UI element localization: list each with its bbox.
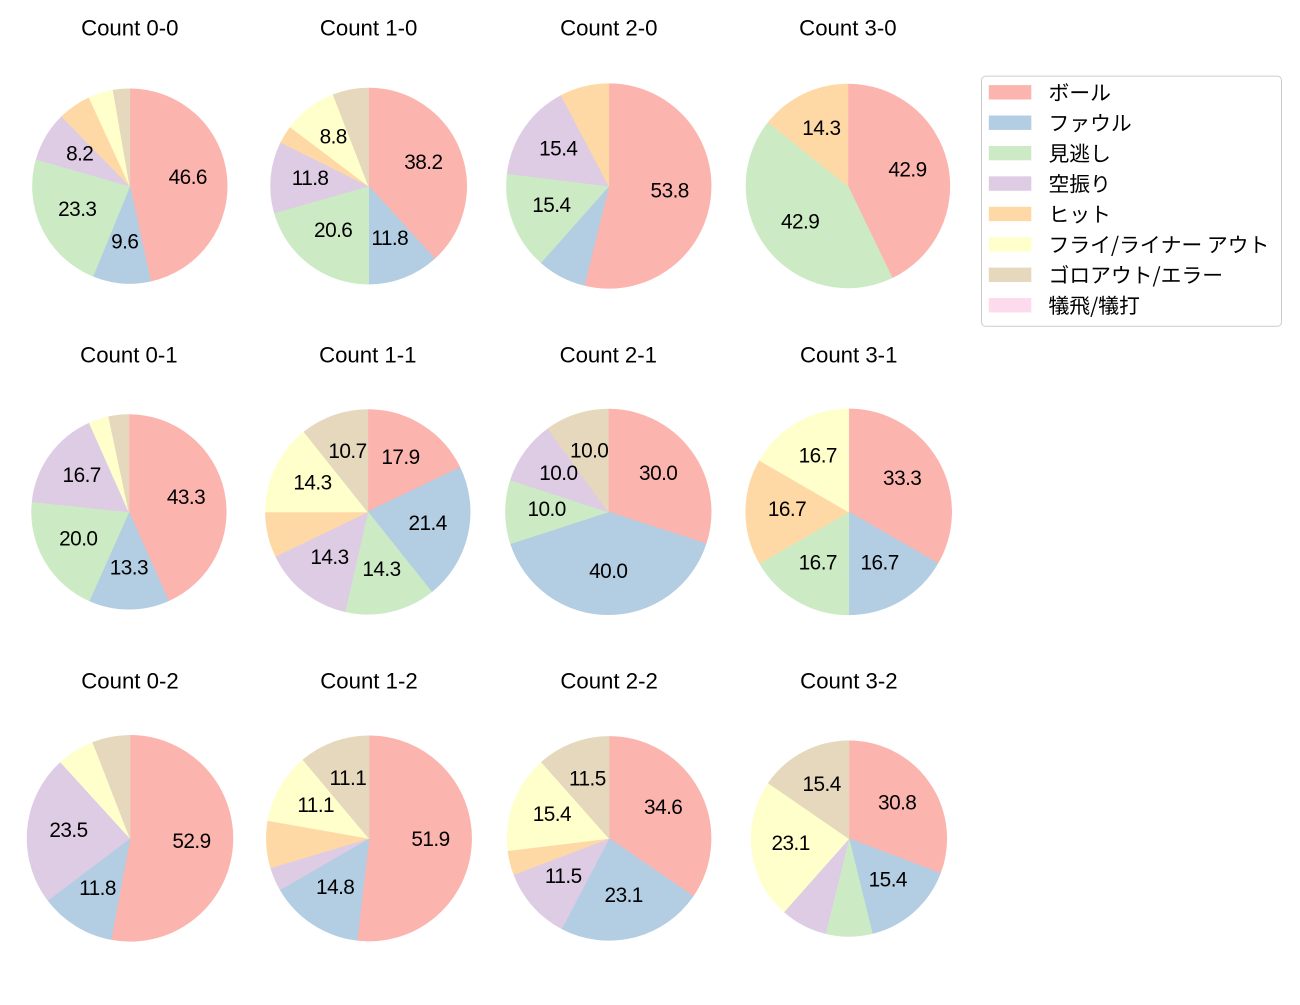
svg-text:23.5: 23.5	[49, 819, 87, 842]
svg-text:23.1: 23.1	[605, 884, 643, 907]
svg-text:14.8: 14.8	[316, 876, 354, 899]
svg-text:Count 0-0: Count 0-0	[81, 16, 178, 41]
svg-text:13.3: 13.3	[110, 557, 148, 580]
svg-text:Count 2-0: Count 2-0	[560, 16, 657, 41]
svg-text:30.0: 30.0	[639, 462, 677, 485]
svg-text:10.7: 10.7	[328, 440, 366, 463]
svg-text:33.3: 33.3	[883, 467, 921, 490]
svg-text:34.6: 34.6	[644, 796, 682, 819]
svg-text:Count 2-2: Count 2-2	[560, 669, 657, 694]
svg-text:20.0: 20.0	[59, 527, 97, 550]
svg-text:38.2: 38.2	[404, 151, 442, 174]
svg-text:23.1: 23.1	[771, 832, 809, 855]
svg-text:15.4: 15.4	[869, 869, 907, 892]
svg-text:11.8: 11.8	[371, 227, 408, 250]
svg-text:40.0: 40.0	[589, 560, 627, 583]
svg-text:43.3: 43.3	[167, 486, 205, 509]
svg-text:16.7: 16.7	[768, 498, 806, 521]
svg-text:Count 0-1: Count 0-1	[80, 342, 177, 367]
svg-text:11.8: 11.8	[292, 167, 329, 190]
svg-text:23.3: 23.3	[58, 198, 96, 221]
svg-text:42.9: 42.9	[888, 159, 926, 182]
svg-text:Count 1-1: Count 1-1	[319, 342, 416, 367]
svg-text:9.6: 9.6	[111, 231, 138, 254]
svg-text:14.3: 14.3	[293, 472, 331, 495]
svg-text:21.4: 21.4	[408, 512, 446, 535]
svg-text:14.3: 14.3	[310, 546, 348, 569]
svg-text:8.2: 8.2	[66, 142, 93, 165]
svg-text:11.5: 11.5	[545, 865, 582, 888]
svg-text:20.6: 20.6	[314, 219, 352, 242]
svg-text:30.8: 30.8	[878, 792, 916, 815]
svg-text:46.6: 46.6	[169, 166, 207, 189]
svg-text:42.9: 42.9	[781, 210, 819, 233]
svg-text:Count 1-0: Count 1-0	[320, 16, 417, 41]
svg-text:11.5: 11.5	[569, 767, 606, 790]
svg-text:11.1: 11.1	[297, 794, 334, 817]
svg-text:16.7: 16.7	[63, 464, 101, 487]
svg-text:Count 3-1: Count 3-1	[800, 342, 897, 367]
svg-text:11.1: 11.1	[330, 767, 367, 790]
svg-text:Count 2-1: Count 2-1	[560, 342, 657, 367]
svg-text:15.4: 15.4	[539, 137, 577, 160]
svg-text:16.7: 16.7	[860, 552, 898, 575]
svg-text:17.9: 17.9	[381, 446, 419, 469]
svg-text:10.0: 10.0	[539, 462, 577, 485]
svg-text:Count 0-2: Count 0-2	[81, 669, 178, 694]
svg-text:Count 1-2: Count 1-2	[320, 669, 417, 694]
svg-text:8.8: 8.8	[320, 125, 347, 148]
svg-text:10.0: 10.0	[570, 439, 608, 462]
svg-text:11.8: 11.8	[79, 877, 116, 900]
svg-text:15.4: 15.4	[532, 194, 570, 217]
svg-text:Count 3-2: Count 3-2	[800, 669, 897, 694]
svg-text:15.4: 15.4	[802, 773, 840, 796]
svg-text:15.4: 15.4	[533, 803, 571, 826]
svg-text:51.9: 51.9	[411, 828, 449, 851]
svg-text:16.7: 16.7	[799, 552, 837, 575]
svg-text:53.8: 53.8	[651, 180, 689, 203]
svg-text:16.7: 16.7	[799, 445, 837, 468]
svg-text:14.3: 14.3	[802, 117, 840, 140]
svg-text:52.9: 52.9	[172, 830, 210, 853]
svg-text:Count 3-0: Count 3-0	[799, 16, 896, 41]
svg-text:14.3: 14.3	[362, 558, 400, 581]
svg-text:10.0: 10.0	[527, 498, 565, 521]
